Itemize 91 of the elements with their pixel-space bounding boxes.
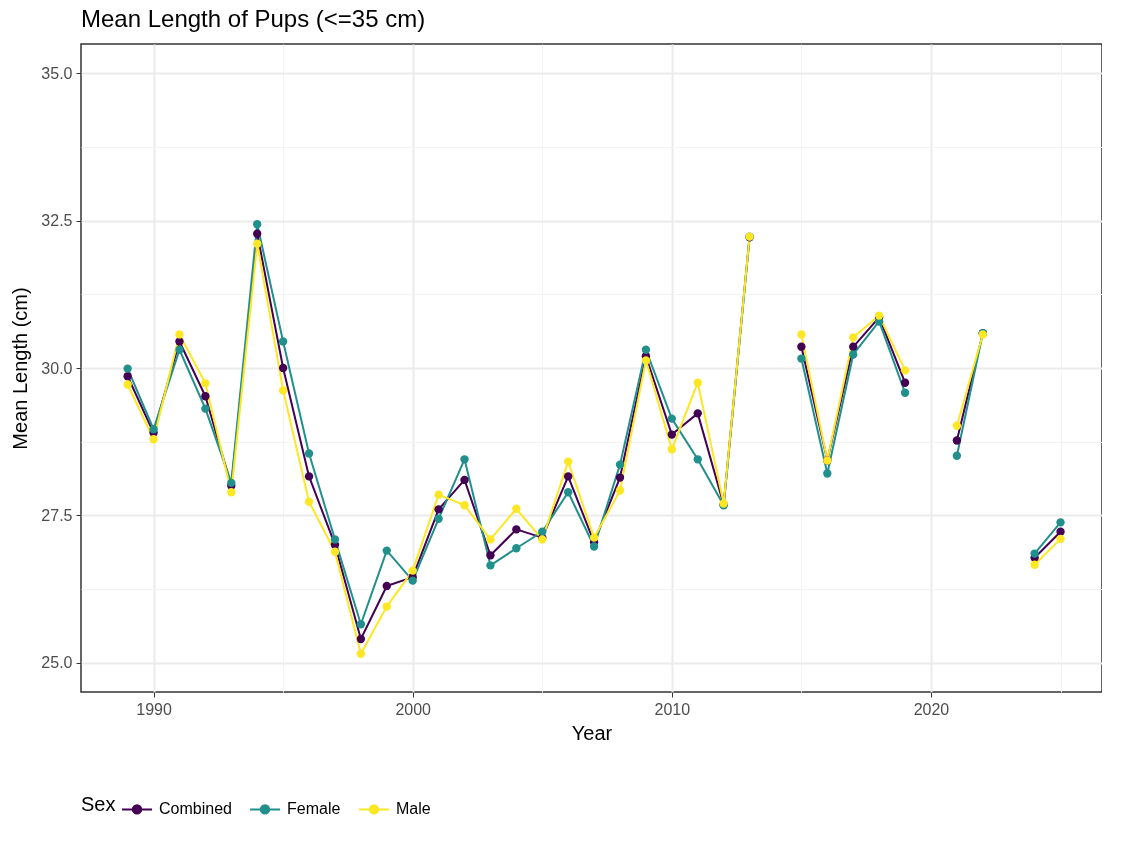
point bbox=[512, 544, 521, 553]
x-axis-title: Year bbox=[571, 721, 613, 744]
point bbox=[667, 445, 677, 454]
point bbox=[460, 501, 469, 510]
point bbox=[1030, 549, 1039, 558]
point bbox=[253, 239, 262, 248]
point bbox=[330, 535, 340, 544]
point bbox=[849, 350, 858, 359]
point bbox=[486, 561, 495, 570]
point bbox=[900, 366, 910, 375]
point bbox=[253, 229, 262, 238]
point bbox=[486, 535, 495, 544]
point bbox=[304, 497, 314, 506]
point bbox=[952, 436, 962, 445]
point bbox=[253, 220, 262, 229]
point bbox=[797, 330, 806, 339]
point bbox=[304, 472, 314, 481]
point bbox=[512, 504, 521, 513]
y-tick-label: 25.0 bbox=[41, 654, 73, 672]
y-tick-label: 35.0 bbox=[41, 64, 73, 82]
point bbox=[201, 392, 210, 401]
point bbox=[434, 490, 443, 499]
chart-title: Mean Length of Pups (<=35 cm) bbox=[81, 5, 426, 32]
point bbox=[1056, 527, 1065, 536]
point bbox=[667, 430, 677, 439]
point bbox=[382, 581, 391, 591]
point bbox=[382, 546, 391, 555]
point bbox=[797, 342, 806, 351]
point bbox=[356, 620, 366, 629]
point bbox=[408, 566, 417, 575]
point bbox=[563, 457, 573, 466]
y-tick-label: 30.0 bbox=[41, 359, 73, 377]
point bbox=[952, 421, 962, 430]
point bbox=[278, 386, 288, 395]
point bbox=[149, 435, 158, 444]
point bbox=[693, 378, 702, 387]
point bbox=[512, 525, 521, 534]
point bbox=[278, 363, 288, 373]
legend-label: Combined bbox=[159, 800, 232, 818]
point bbox=[693, 409, 702, 418]
point bbox=[123, 380, 132, 389]
x-tick-label: 1990 bbox=[136, 700, 172, 718]
x-tick-label: 2000 bbox=[395, 700, 432, 718]
legend-label: Male bbox=[396, 800, 431, 818]
point bbox=[900, 388, 910, 397]
legend-title: Sex bbox=[81, 793, 116, 815]
point bbox=[849, 342, 858, 351]
point bbox=[330, 547, 340, 556]
point bbox=[434, 514, 443, 523]
point bbox=[641, 356, 651, 365]
y-tick-label: 27.5 bbox=[41, 506, 73, 524]
point bbox=[952, 451, 962, 460]
point bbox=[382, 602, 391, 611]
point bbox=[175, 345, 184, 354]
point bbox=[1056, 534, 1065, 544]
point bbox=[356, 634, 366, 644]
x-tick-label: 2020 bbox=[913, 700, 950, 718]
point bbox=[823, 469, 832, 478]
point bbox=[641, 345, 651, 354]
point bbox=[589, 533, 599, 542]
point bbox=[175, 330, 184, 339]
point bbox=[356, 649, 366, 658]
point bbox=[589, 542, 599, 551]
point bbox=[693, 455, 702, 464]
point bbox=[486, 551, 495, 560]
point bbox=[849, 333, 858, 342]
point bbox=[615, 460, 625, 469]
x-tick-label: 2010 bbox=[654, 700, 691, 718]
point bbox=[900, 378, 910, 387]
point bbox=[278, 337, 288, 346]
point bbox=[1030, 560, 1039, 569]
legend-label: Female bbox=[287, 800, 341, 818]
point bbox=[797, 354, 806, 363]
point bbox=[615, 486, 625, 495]
point bbox=[563, 472, 573, 481]
point bbox=[227, 488, 236, 497]
y-tick-label: 32.5 bbox=[41, 212, 73, 230]
point bbox=[538, 527, 547, 536]
point bbox=[615, 473, 625, 482]
point bbox=[667, 414, 677, 423]
point bbox=[201, 379, 210, 388]
y-axis-title: Mean Length (cm) bbox=[9, 287, 32, 450]
point bbox=[201, 404, 210, 413]
point bbox=[408, 576, 417, 585]
point bbox=[434, 505, 443, 514]
point bbox=[123, 364, 132, 373]
point bbox=[460, 475, 469, 485]
point bbox=[1056, 518, 1065, 527]
point bbox=[304, 449, 314, 458]
point bbox=[460, 455, 469, 464]
point bbox=[563, 488, 573, 497]
